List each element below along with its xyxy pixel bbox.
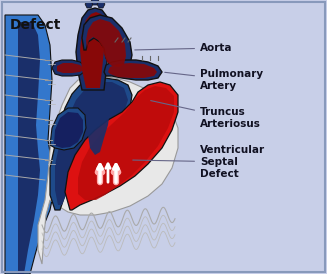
Polygon shape: [50, 108, 86, 150]
Polygon shape: [80, 12, 106, 88]
Polygon shape: [57, 63, 83, 73]
Text: Defect: Defect: [10, 18, 61, 32]
Polygon shape: [86, 96, 110, 155]
Polygon shape: [85, 2, 93, 8]
Polygon shape: [5, 15, 55, 274]
Polygon shape: [108, 63, 157, 78]
Polygon shape: [54, 112, 83, 148]
Polygon shape: [97, 2, 105, 8]
Polygon shape: [18, 22, 40, 274]
Polygon shape: [55, 82, 128, 205]
Polygon shape: [38, 76, 178, 264]
Text: Pulmonary
Artery: Pulmonary Artery: [165, 69, 263, 91]
Text: Ventricular
Septal
Defect: Ventricular Septal Defect: [133, 145, 265, 179]
Polygon shape: [91, 0, 99, 5]
Polygon shape: [86, 19, 126, 67]
Text: Truncus
Arteriosus: Truncus Arteriosus: [151, 101, 261, 129]
Polygon shape: [65, 82, 178, 210]
Polygon shape: [82, 15, 132, 70]
Text: Aorta: Aorta: [135, 43, 232, 53]
Polygon shape: [52, 60, 84, 76]
Polygon shape: [104, 60, 162, 80]
Polygon shape: [76, 8, 110, 90]
Polygon shape: [50, 78, 132, 210]
Polygon shape: [78, 86, 174, 200]
